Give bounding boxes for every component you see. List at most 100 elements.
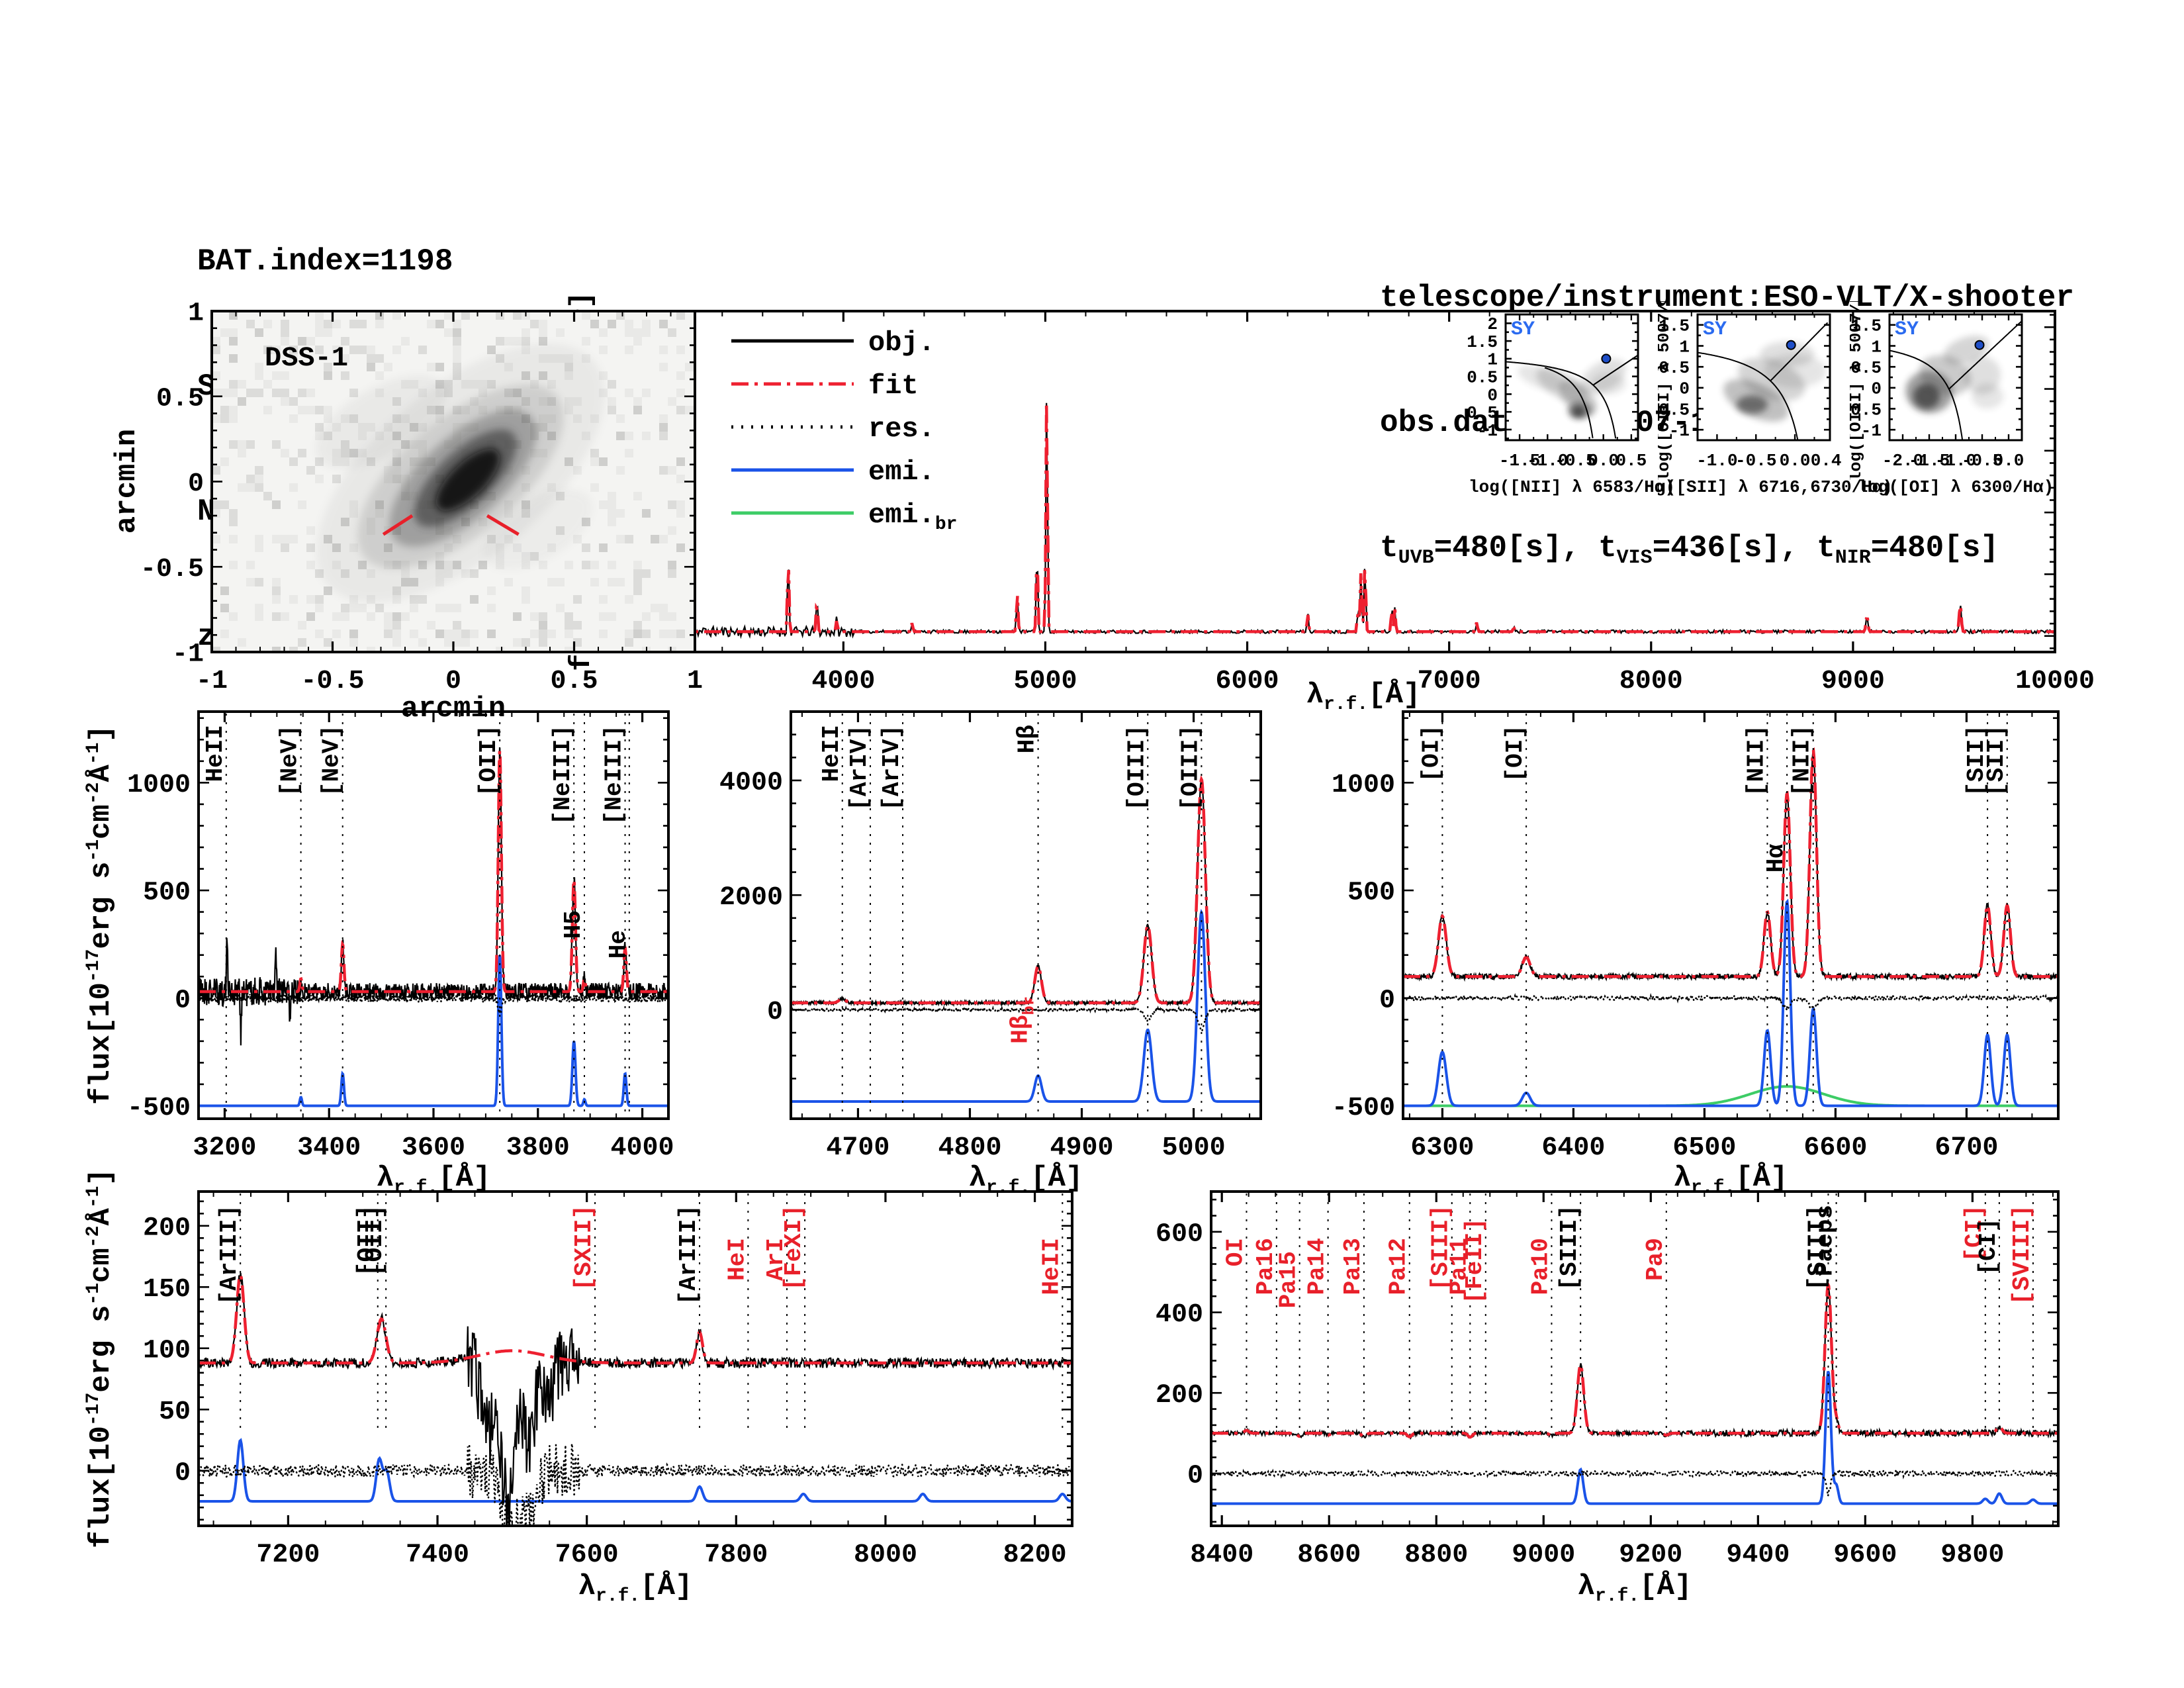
mid-halpha-wave-label: λr.f.[Å] xyxy=(1673,1162,1788,1198)
svg-text:-1.5: -1.5 xyxy=(1909,451,1950,471)
svg-text:500: 500 xyxy=(143,878,191,908)
emission-line-label: [OII] xyxy=(353,1205,381,1276)
emission-line-label: Pa16 xyxy=(1252,1238,1279,1295)
svg-text:-0.5: -0.5 xyxy=(1658,400,1690,420)
svg-text:3800: 3800 xyxy=(506,1133,570,1163)
svg-text:0.4: 0.4 xyxy=(1811,451,1842,471)
svg-text:-0.5: -0.5 xyxy=(1466,403,1498,423)
svg-text:0.0: 0.0 xyxy=(1993,451,2025,471)
svg-text:8600: 8600 xyxy=(1297,1540,1361,1570)
plot-frame xyxy=(1402,710,2060,1120)
fit-curve xyxy=(792,774,1259,1005)
bpt-class-tag: SY xyxy=(1703,318,1727,341)
svg-text:4000: 4000 xyxy=(611,1133,674,1163)
emission-line-label: [SVIII] xyxy=(2009,1205,2036,1305)
bpt-source-point xyxy=(1601,353,1612,364)
galaxy-ellipse xyxy=(316,375,446,469)
svg-text:-0.5: -0.5 xyxy=(1555,451,1596,471)
slit-marker xyxy=(486,514,520,536)
svg-text:-1: -1 xyxy=(1861,421,1882,441)
bpt-demarcation-curve xyxy=(1544,367,1594,439)
obj-curve xyxy=(1212,1284,2057,1440)
svg-text:1: 1 xyxy=(1679,337,1690,357)
emission-line-label: Pa10 xyxy=(1527,1238,1554,1295)
emission-line-label: [ArIII] xyxy=(216,1205,243,1305)
slit-marker xyxy=(382,514,414,536)
spectrum-curves xyxy=(200,747,667,1107)
dss-xlabel: arcmin xyxy=(400,692,506,726)
emission-line-label: [SIII] xyxy=(1803,1205,1831,1291)
bpt-demarcation-curve xyxy=(1889,350,1964,440)
svg-text:7600: 7600 xyxy=(555,1540,619,1570)
svg-text:0: 0 xyxy=(188,469,204,499)
svg-text:-0.5: -0.5 xyxy=(140,555,204,585)
emission-line-label: [FeXI] xyxy=(780,1205,807,1291)
spectrum-curves xyxy=(673,402,2054,639)
emission-line-label: Pa14 xyxy=(1304,1238,1331,1295)
svg-text:9000: 9000 xyxy=(1821,667,1885,696)
svg-text:1.5: 1.5 xyxy=(1467,332,1498,352)
emission-line-label: Pa11 xyxy=(1445,1238,1473,1295)
dss-label: DSS-1 xyxy=(265,342,348,374)
bpt-ylabel: log([OIII] λ 5007/Hβ) xyxy=(1850,301,1866,482)
emission-line-label: HeI xyxy=(723,1238,751,1281)
svg-text:5000: 5000 xyxy=(1162,1133,1226,1163)
svg-text:0: 0 xyxy=(1379,986,1395,1015)
emission-line-label: [OI] xyxy=(1418,725,1445,782)
emission-line-label: [ArIV] xyxy=(878,725,905,811)
emi-curve xyxy=(792,908,1259,1103)
main-wave-label: λr.f.[Å] xyxy=(1306,679,1421,715)
svg-text:0.5: 0.5 xyxy=(1615,451,1647,471)
telescope-instrument: telescope/instrument:ESO-VLT/X-shooter xyxy=(1380,281,2074,315)
emi-curve xyxy=(200,1438,1071,1503)
panel-mid-halpha: 6300 6400 6500 6600 6700 -500 0 500 1000 [OI] [OI]… xyxy=(1332,710,2060,1163)
svg-text:0: 0 xyxy=(445,667,461,696)
mid-hbeta-wave-label: λr.f.[Å] xyxy=(968,1162,1083,1198)
obj-curve xyxy=(1404,749,2057,982)
svg-text:0: 0 xyxy=(1871,379,1882,399)
bpt-demarcation-curve xyxy=(1948,320,2022,389)
svg-text:6000: 6000 xyxy=(1216,667,1279,696)
legend-label-2: res. xyxy=(868,413,935,445)
emission-line-label: Paeps xyxy=(1812,1205,1839,1276)
legend-label-1: fit xyxy=(868,370,919,402)
bpt-demarcation-curve xyxy=(1770,322,1829,381)
svg-text:4800: 4800 xyxy=(938,1133,1001,1163)
spectrum-curves xyxy=(200,1272,1071,1524)
svg-text:8200: 8200 xyxy=(1003,1540,1067,1570)
svg-text:4000: 4000 xyxy=(719,769,783,798)
svg-text:-500: -500 xyxy=(1332,1094,1395,1123)
bpt-demarcation-curve xyxy=(1698,352,1799,440)
svg-text:6600: 6600 xyxy=(1803,1133,1867,1163)
svg-text:0: 0 xyxy=(1187,1462,1203,1491)
bpt-xlabel: log([SII] λ 6716,6730/Hα) xyxy=(1658,477,1889,497)
svg-text:-2.0: -2.0 xyxy=(1882,451,1923,471)
emission-line-label: [SII] xyxy=(1983,725,2010,796)
emission-line-label: [SXII] xyxy=(570,1205,598,1291)
svg-text:0.5: 0.5 xyxy=(1659,358,1690,378)
emission-line-label: [ArIV] xyxy=(846,725,873,811)
emission-line-label: Pa12 xyxy=(1385,1238,1412,1295)
svg-text:-0.5: -0.5 xyxy=(300,667,364,696)
legend: obj. fit res. emi. emi.br xyxy=(731,327,957,535)
svg-text:-0.5: -0.5 xyxy=(1735,451,1776,471)
svg-text:-0.5: -0.5 xyxy=(1962,451,2003,471)
emission-line-label: [SIII] xyxy=(1556,1205,1583,1291)
panel-bot-red: 7200 7400 7600 7800 8000 8200 0 50 100 150 200 [ArI… xyxy=(143,1190,1073,1570)
emission-line-label: ArI xyxy=(762,1238,790,1281)
svg-text:2: 2 xyxy=(1487,314,1498,334)
svg-text:3400: 3400 xyxy=(297,1133,361,1163)
svg-text:6500: 6500 xyxy=(1672,1133,1736,1163)
panel-mid-blue: 3200 3400 3600 3800 4000 -500 0 500 1000 HeII [NeV… xyxy=(127,710,674,1163)
svg-text:0: 0 xyxy=(767,998,783,1027)
svg-text:7800: 7800 xyxy=(704,1540,768,1570)
svg-text:0: 0 xyxy=(1487,385,1498,405)
emission-line-label: HeII xyxy=(1038,1238,1065,1295)
emission-line-label: [NII] xyxy=(1789,725,1816,796)
bpt-source-point xyxy=(1974,340,1985,350)
svg-text:0: 0 xyxy=(175,1458,191,1488)
emission-line-label: [NeIII] xyxy=(601,725,628,825)
fit-curve xyxy=(200,750,667,994)
